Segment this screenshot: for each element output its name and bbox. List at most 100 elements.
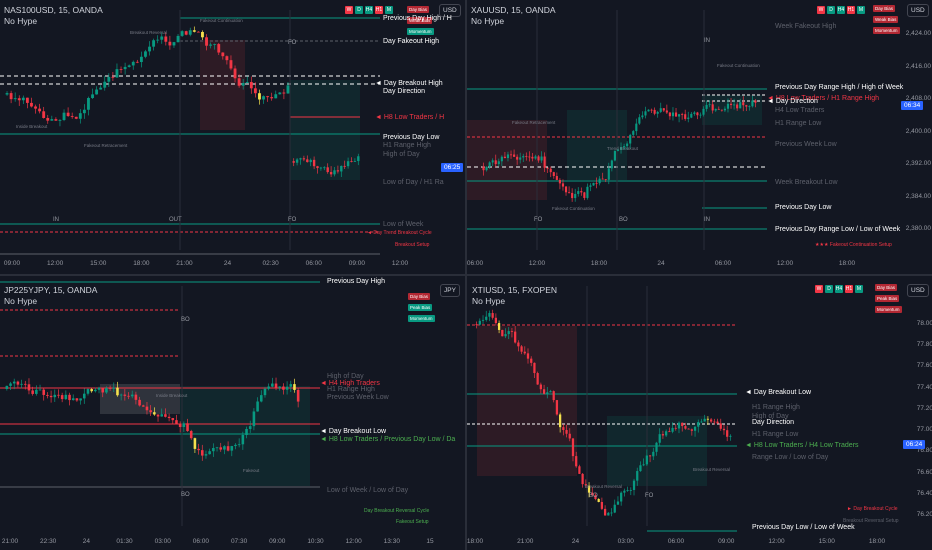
candle-body: [693, 112, 696, 114]
candle-body: [481, 319, 485, 321]
candle-body: [610, 160, 613, 169]
info-pill: Weak Bias: [873, 16, 899, 23]
candle-body: [139, 56, 143, 63]
zone-box: [180, 386, 310, 486]
candle-body: [340, 165, 343, 172]
horizontal-divider[interactable]: [0, 274, 932, 276]
candle-body: [278, 386, 282, 388]
label-day-trend-breakout: ◄ Day Trend Breakout Cycle: [367, 230, 432, 236]
price-tag: 06:34: [901, 101, 924, 110]
candlestick-chart[interactable]: [0, 276, 465, 550]
candlestick-chart[interactable]: [467, 0, 932, 274]
candle-body: [35, 389, 38, 394]
chart-pane-jp225[interactable]: JP225YJPY, 15, OANDA No Hype JPY 21:00 22…: [0, 276, 465, 550]
time-tick: 12:00: [345, 538, 362, 545]
time-axis[interactable]: 06:00 12:00 18:00 24 06:00 12:00 18:00: [467, 260, 932, 272]
candle-body: [478, 320, 481, 325]
candle-body: [644, 111, 647, 116]
candle-body: [138, 399, 141, 406]
candle-body: [9, 383, 12, 386]
candle-body: [516, 156, 519, 160]
candle-body: [171, 418, 175, 421]
price-axis[interactable]: USD 2,424.00 2,416.00 2,408.00 2,400.00 2,39…: [897, 0, 932, 256]
candle-body: [629, 134, 632, 144]
candlestick-chart[interactable]: [467, 276, 932, 550]
candle-body: [709, 419, 713, 422]
time-tick: 24: [82, 538, 90, 545]
candle-body: [229, 60, 233, 69]
candle-body: [326, 167, 329, 173]
candle-body: [111, 76, 115, 78]
candle-body: [647, 109, 650, 112]
candle-body: [586, 186, 589, 198]
time-tick: 18:00: [590, 260, 608, 267]
symbol-title[interactable]: XTIUSD, 15, FXOPEN: [472, 285, 558, 295]
candle-body: [565, 429, 568, 434]
candle-body: [148, 46, 151, 52]
candle-body: [639, 465, 642, 472]
time-tick: 06:00: [305, 260, 322, 267]
candle-body: [241, 434, 245, 445]
candle-body: [506, 154, 510, 159]
candlestick-chart[interactable]: [0, 0, 465, 274]
candle-body: [105, 388, 108, 393]
candle-body: [153, 412, 156, 415]
chart-pane-xtiusd[interactable]: XTIUSD, 15, FXOPEN No Hype USD 78.00 77.8…: [467, 276, 932, 550]
label-h1-range-high: H1 Range High: [752, 404, 800, 411]
candle-body: [12, 381, 16, 384]
timeframe-badge: M: [855, 285, 863, 293]
candle-body: [705, 104, 708, 109]
currency-button[interactable]: USD: [907, 4, 929, 17]
candle-body: [278, 92, 282, 95]
candle-body: [16, 381, 20, 385]
price-axis[interactable]: USD 78.00 77.80 77.60 77.40 77.20 77.00 76.80 7…: [899, 276, 932, 532]
candle-body: [135, 61, 139, 63]
currency-button[interactable]: JPY: [440, 284, 460, 297]
candle-body: [681, 422, 684, 427]
candle-body: [245, 81, 249, 83]
label-low-week: Low of Week / Low of Day: [327, 487, 409, 494]
candle-body: [497, 161, 500, 165]
label-day-direction: Day Direction: [752, 419, 795, 426]
candle-body: [249, 81, 253, 89]
candle-body: [597, 498, 600, 502]
time-axis[interactable]: 09:00 12:00 15:00 18:00 21:00 24 02:30 06:00 09:…: [0, 260, 465, 272]
candle-body: [112, 387, 116, 389]
candle-body: [677, 422, 681, 429]
candle-body: [503, 156, 506, 159]
label-day-direction: ◄ Day Direction: [767, 98, 818, 105]
price-axis[interactable]: JPY: [438, 276, 465, 532]
candle-body: [91, 94, 94, 98]
info-pill: Day Bias: [407, 6, 430, 13]
price-axis[interactable]: USD: [427, 0, 465, 256]
symbol-title[interactable]: XAUUSD, 15, OANDA: [471, 5, 556, 15]
candle-body: [178, 424, 182, 427]
symbol-title[interactable]: NAS100USD, 15, OANDA: [4, 5, 103, 15]
candle-body: [616, 501, 620, 505]
time-tick: 03:00: [617, 538, 634, 545]
chart-pane-xauusd[interactable]: XAUUSD, 15, OANDA No Hype USD 2,424.00 2,…: [467, 0, 932, 274]
candle-body: [299, 158, 302, 160]
label-prev-day-low: Previous Day Low / Low of Week: [752, 524, 855, 531]
time-axis[interactable]: 21:00 22:30 24 01:30 03:00 06:00 07:30 09:00 10:…: [0, 538, 465, 550]
time-axis[interactable]: 18:00 21:00 24 03:00 06:00 09:00 12:00 15:00 18:…: [467, 538, 932, 550]
chart-pane-nas100[interactable]: NAS100USD, 15, OANDA No Hype USD 09:00 12…: [0, 0, 465, 274]
candle-body: [491, 313, 494, 318]
candle-body: [543, 156, 546, 168]
label-h1-range-high: ◄ H8 Low Traders / H1 Range High: [767, 95, 879, 102]
candle-body: [668, 112, 671, 117]
candle-body: [751, 100, 754, 107]
candle-body: [584, 484, 587, 486]
candle-body: [500, 156, 503, 162]
symbol-title[interactable]: JP225YJPY, 15, OANDA: [4, 285, 98, 295]
candle-body: [127, 65, 131, 67]
currency-button[interactable]: USD: [439, 4, 461, 17]
candle-body: [632, 131, 635, 135]
candle-body: [488, 313, 491, 317]
candle-body: [237, 78, 241, 86]
marker-bo: BO: [589, 493, 598, 499]
currency-button[interactable]: USD: [907, 284, 929, 297]
info-pill: Momentum: [408, 315, 435, 322]
candle-body: [665, 110, 668, 113]
candle-body: [86, 389, 90, 394]
